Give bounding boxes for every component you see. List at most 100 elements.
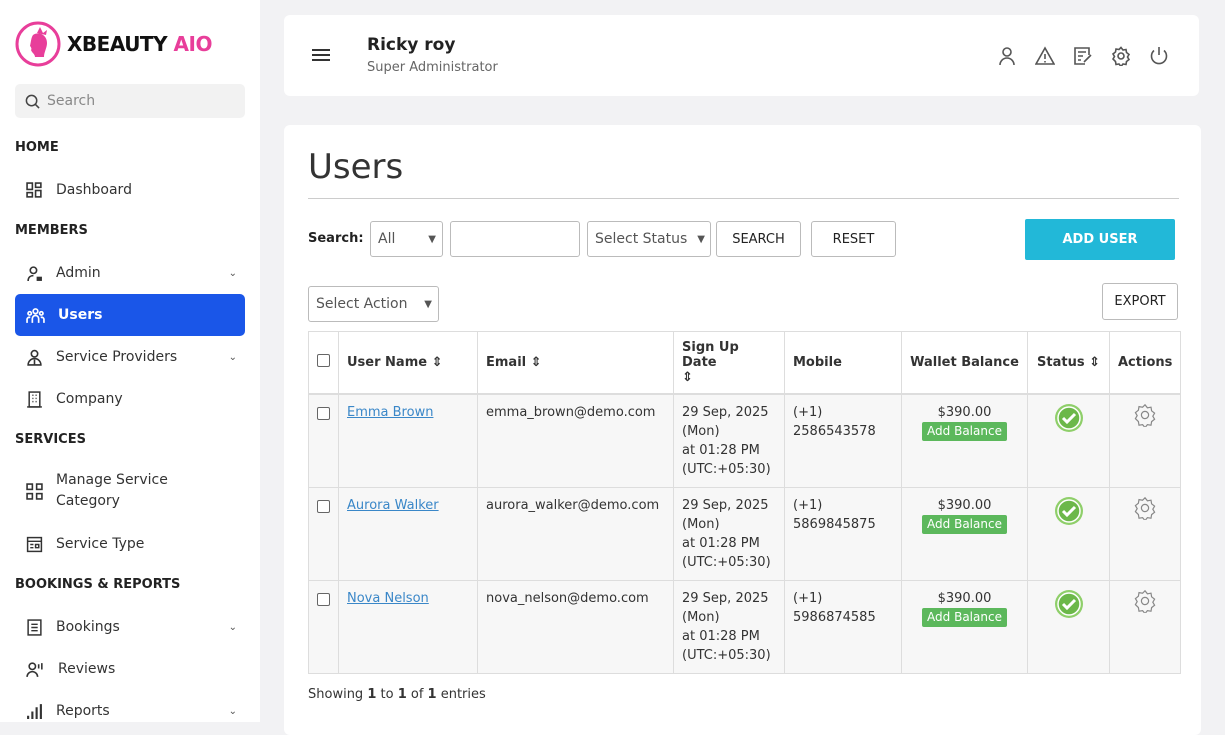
row-checkbox[interactable]: [317, 407, 330, 420]
actions-cell: [1108, 580, 1182, 674]
text: to: [376, 687, 398, 702]
add-balance-button[interactable]: Add Balance: [922, 515, 1007, 534]
col-mobile: Mobile: [784, 331, 902, 395]
menu-icon[interactable]: [312, 48, 330, 62]
sidebar-item-label: Dashboard: [56, 182, 132, 198]
settings-gear-icon[interactable]: [1133, 589, 1157, 615]
filter-select[interactable]: All ▼: [370, 221, 443, 257]
chevron-down-icon: ⌄: [228, 621, 237, 633]
text: (+1): [793, 405, 823, 420]
wallet-cell: $390.00 Add Balance: [901, 580, 1028, 674]
add-balance-button[interactable]: Add Balance: [922, 422, 1007, 441]
text: (Mon): [682, 517, 720, 532]
sidebar-item-reviews[interactable]: Reviews: [15, 648, 245, 690]
sort-icon: ⇕: [682, 370, 693, 385]
divider: [308, 198, 1179, 199]
active-status-icon[interactable]: [1054, 403, 1084, 433]
balance-value: $390.00: [937, 405, 992, 420]
select-all-checkbox[interactable]: [317, 354, 330, 367]
row-select-cell: [308, 393, 339, 488]
users-icon: [26, 307, 45, 323]
logo-icon: [15, 21, 61, 67]
text: (Mon): [682, 424, 720, 439]
text: entries: [436, 687, 486, 702]
sidebar-item-label: Reports: [56, 703, 110, 719]
status-cell: [1027, 393, 1110, 488]
signup-date-cell: 29 Sep, 2025 (Mon) at 01:28 PM (UTC:+05:30): [673, 580, 785, 674]
table-row: Aurora Walker aurora_walker@demo.com 29 …: [308, 487, 1182, 581]
sidebar-item-manage-service-category[interactable]: Manage Service Category: [15, 466, 245, 516]
user-name-cell: Nova Nelson: [338, 580, 478, 674]
page-title: Users: [308, 147, 404, 187]
text: Showing: [308, 687, 368, 702]
user-name-link[interactable]: Emma Brown: [347, 405, 434, 420]
sidebar-item-admin[interactable]: Admin ⌄: [15, 252, 245, 294]
sidebar-item-label: Manage Service Category: [56, 472, 168, 509]
signup-date-cell: 29 Sep, 2025 (Mon) at 01:28 PM (UTC:+05:30): [673, 393, 785, 488]
sidebar-item-dashboard[interactable]: Dashboard: [15, 169, 245, 211]
search-label: Search:: [308, 231, 364, 246]
sidebar-item-service-providers[interactable]: Service Providers ⌄: [15, 336, 245, 378]
power-icon[interactable]: [1149, 46, 1169, 66]
wallet-cell: $390.00 Add Balance: [901, 487, 1028, 581]
warning-icon[interactable]: [1035, 46, 1055, 66]
sidebar-item-company[interactable]: Company: [15, 378, 245, 420]
text: 1: [427, 687, 437, 702]
select-all-cell: [308, 331, 339, 395]
col-user-name[interactable]: User Name ⇕: [338, 331, 478, 395]
bulk-action-select[interactable]: Select Action ▼: [308, 286, 439, 322]
top-header: Ricky roy Super Administrator: [284, 15, 1199, 96]
sidebar-item-label: Users: [58, 307, 103, 323]
table-info: Showing 1 to 1 of 1 entries: [308, 687, 486, 702]
row-checkbox[interactable]: [317, 500, 330, 513]
settings-gear-icon[interactable]: [1133, 403, 1157, 429]
status-select[interactable]: Select Status ▼: [587, 221, 711, 257]
chevron-down-icon: ⌄: [228, 351, 237, 363]
reports-icon: [27, 703, 42, 719]
add-user-button[interactable]: ADD USER: [1025, 219, 1175, 260]
sidebar-item-users[interactable]: Users: [15, 294, 245, 336]
reset-button[interactable]: RESET: [811, 221, 896, 257]
sidebar-search[interactable]: Search: [15, 84, 245, 118]
user-name-cell: Emma Brown: [338, 393, 478, 488]
text: 29 Sep, 2025: [682, 498, 769, 513]
edit-icon[interactable]: [1073, 46, 1093, 66]
service-type-icon: [26, 536, 43, 552]
table-header-row: User Name ⇕ Email ⇕ Sign Up Date ⇕ Mobile…: [308, 331, 1182, 395]
user-name-link[interactable]: Aurora Walker: [347, 498, 439, 513]
dashboard-icon: [26, 181, 42, 198]
building-icon: [27, 390, 42, 408]
sidebar-item-service-type[interactable]: Service Type: [15, 523, 245, 565]
search-input[interactable]: [450, 221, 580, 257]
logo[interactable]: XBEAUTY AIO: [15, 21, 212, 67]
active-status-icon[interactable]: [1054, 589, 1084, 619]
sidebar-item-label: Admin: [56, 265, 101, 281]
status-cell: [1027, 580, 1110, 674]
sidebar-item-label: Service Providers: [56, 349, 178, 365]
settings-icon[interactable]: [1111, 46, 1131, 66]
profile-icon[interactable]: [997, 46, 1017, 66]
section-bookings: BOOKINGS & REPORTS: [15, 577, 181, 592]
search-button[interactable]: SEARCH: [716, 221, 801, 257]
status-cell: [1027, 487, 1110, 581]
sidebar-item-reports[interactable]: Reports ⌄: [15, 690, 245, 722]
sidebar-item-bookings[interactable]: Bookings ⌄: [15, 606, 245, 648]
col-email[interactable]: Email ⇕: [477, 331, 674, 395]
users-panel: Users Search: All ▼ Select Status ▼ SEARCH…: [284, 125, 1201, 735]
export-button[interactable]: EXPORT: [1102, 283, 1178, 320]
grid-icon: [26, 482, 43, 500]
settings-gear-icon[interactable]: [1133, 496, 1157, 522]
chevron-down-icon: ▼: [424, 298, 432, 310]
mobile-cell: (+1) 5986874585: [784, 580, 902, 674]
col-signup-date[interactable]: Sign Up Date ⇕: [673, 331, 785, 395]
row-checkbox[interactable]: [317, 593, 330, 606]
add-balance-button[interactable]: Add Balance: [922, 608, 1007, 627]
status-value: Select Status: [595, 231, 688, 247]
sidebar-item-label: Service Type: [56, 536, 145, 552]
chevron-down-icon: ▼: [697, 233, 705, 245]
user-name: Ricky roy: [367, 35, 456, 55]
user-name-link[interactable]: Nova Nelson: [347, 591, 429, 606]
col-status[interactable]: Status ⇕: [1027, 331, 1110, 395]
active-status-icon[interactable]: [1054, 496, 1084, 526]
text: (UTC:+05:30): [682, 462, 771, 477]
